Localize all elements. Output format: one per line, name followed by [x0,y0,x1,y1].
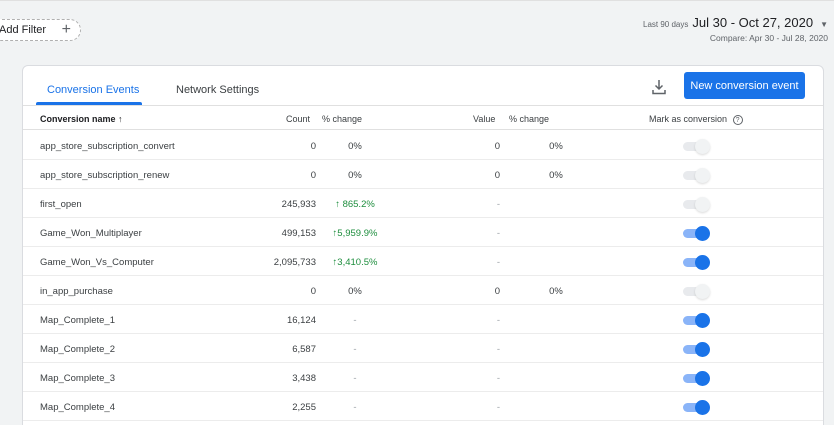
count-change: 0% [348,141,362,152]
value-amount: 0 [494,141,500,152]
column-count[interactable]: Count [286,114,311,124]
count-change: 0% [348,170,362,181]
conversion-name: Map_Complete_2 [40,344,115,355]
download-icon[interactable] [651,78,667,96]
conversion-name: Map_Complete_3 [40,373,115,384]
new-conversion-event-button[interactable]: New conversion event [684,72,805,99]
column-conversion-name[interactable]: Conversion name ↑ [40,114,123,124]
mark-as-conversion-toggle[interactable] [681,255,711,270]
table-row: first_open 245,933 ↑ 865.2% - [23,189,823,218]
mark-as-conversion-label: Mark as conversion [649,114,728,124]
date-range-value[interactable]: Jul 30 - Oct 27, 2020 [692,15,814,30]
table-row: Game_Won_Vs_Computer 2,095,733 ↑3,410.5% - [23,247,823,276]
add-filter-chip[interactable]: Add Filter + [0,19,81,41]
conversion-name: Game_Won_Vs_Computer [40,257,154,268]
date-range-picker[interactable]: Last 90 days Jul 30 - Oct 27, 2020 ▼ Com… [643,15,828,43]
tab-conversion-events[interactable]: Conversion Events [47,84,140,96]
count-value: 0 [310,170,316,181]
table-row: Map_Complete_4 2,255 - - [23,392,823,421]
mark-as-conversion-toggle[interactable] [681,400,711,415]
table-row: Map_Complete_2 6,587 - - [23,334,823,363]
plus-icon[interactable]: + [61,21,71,38]
count-value: 0 [310,286,316,297]
toggle-knob [695,197,710,212]
toggle-knob [695,313,710,328]
conversion-name: Game_Won_Multiplayer [40,228,142,239]
count-value: 2,095,733 [273,257,316,268]
active-tab-indicator [36,102,142,105]
count-value: 3,438 [292,373,316,384]
value-amount: - [496,199,500,210]
toggle-knob [695,342,710,357]
count-change: - [353,373,357,384]
conversions-card: Conversion Events Network Settings New c… [22,65,824,425]
toggle-knob [695,371,710,386]
conversion-name: app_store_subscription_convert [40,141,175,152]
count-change: ↑ 865.2% [335,199,375,210]
mark-as-conversion-toggle[interactable] [681,168,711,183]
count-change: - [353,402,357,413]
caret-down-icon[interactable]: ▼ [820,20,828,29]
conversion-name: Map_Complete_1 [40,315,115,326]
toggle-knob [695,284,710,299]
conversion-name: Map_Complete_4 [40,402,115,413]
count-value: 16,124 [286,315,316,326]
mark-as-conversion-toggle[interactable] [681,342,711,357]
toggle-knob [695,168,710,183]
count-change: - [353,344,357,355]
conversion-name: first_open [40,199,82,210]
table-row: app_store_subscription_renew 0 0% 0 0% [23,160,823,189]
value-amount: - [496,257,500,268]
toggle-knob [695,226,710,241]
mark-as-conversion-toggle[interactable] [681,313,711,328]
value-change: 0% [549,286,563,297]
table-row: Map_Complete_1 16,124 - - [23,305,823,334]
help-icon[interactable]: ? [732,115,743,125]
value-change: 0% [549,141,563,152]
count-change: ↑5,959.9% [332,228,378,239]
toggle-knob [695,139,710,154]
value-amount: 0 [494,286,500,297]
value-amount: - [496,228,500,239]
value-amount: - [496,402,500,413]
value-change: 0% [549,170,563,181]
tab-network-settings[interactable]: Network Settings [176,84,260,96]
column-mark-as-conversion: Mark as conversion ? [649,114,743,125]
table-header: Conversion name ↑ Count % change Value %… [23,106,823,130]
compare-range: Compare: Apr 30 - Jul 28, 2020 [709,33,828,43]
date-preset-label: Last 90 days [643,20,689,29]
mark-as-conversion-toggle[interactable] [681,139,711,154]
add-filter-label: Add Filter [0,24,47,36]
filter-bar: Add Filter + Last 90 days Jul 30 - Oct 2… [0,0,834,56]
tab-bar: Conversion Events Network Settings New c… [23,66,823,106]
table-row: app_store_subscription_convert 0 0% 0 0% [23,131,823,160]
count-change: - [353,315,357,326]
value-amount: - [496,315,500,326]
count-change: 0% [348,286,362,297]
column-value-change: % change [509,114,550,124]
mark-as-conversion-toggle[interactable] [681,371,711,386]
toggle-knob [695,255,710,270]
column-count-change: % change [322,114,363,124]
count-value: 245,933 [281,199,316,210]
conversion-name: in_app_purchase [40,286,113,297]
value-amount: 0 [494,170,500,181]
mark-as-conversion-toggle[interactable] [681,226,711,241]
value-amount: - [496,344,500,355]
count-value: 0 [310,141,316,152]
table-row: in_app_purchase 0 0% 0 0% [23,276,823,305]
column-value[interactable]: Value [473,114,496,124]
conversion-name: app_store_subscription_renew [40,170,170,181]
mark-as-conversion-toggle[interactable] [681,284,711,299]
table-row: Map_Complete_3 3,438 - - [23,363,823,392]
mark-as-conversion-toggle[interactable] [681,197,711,212]
count-value: 2,255 [292,402,316,413]
count-change: ↑3,410.5% [332,257,378,268]
table-row: Game_Won_Multiplayer 499,153 ↑5,959.9% - [23,218,823,247]
count-value: 6,587 [292,344,316,355]
value-amount: - [496,373,500,384]
toggle-knob [695,400,710,415]
count-value: 499,153 [281,228,316,239]
